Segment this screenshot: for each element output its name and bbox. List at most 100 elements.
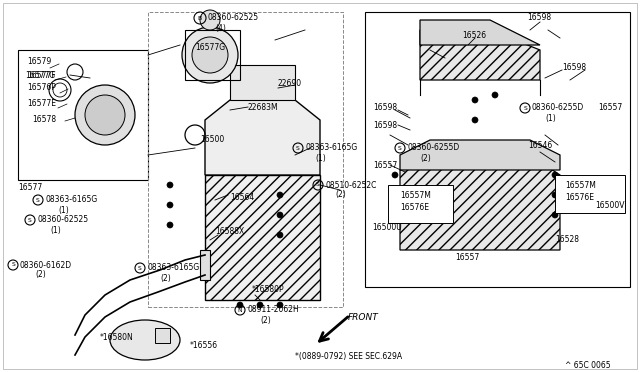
Bar <box>365 12 630 287</box>
Text: ^ 65C 0065: ^ 65C 0065 <box>565 360 611 369</box>
Circle shape <box>75 85 135 145</box>
Text: 16557: 16557 <box>373 160 397 170</box>
Text: 16598: 16598 <box>373 103 397 112</box>
Text: 16577E: 16577E <box>27 99 56 108</box>
Text: *16580N: *16580N <box>100 334 134 343</box>
Bar <box>555 175 625 213</box>
Text: 16576P: 16576P <box>27 83 56 93</box>
Polygon shape <box>205 175 320 300</box>
Text: 08911-2062H: 08911-2062H <box>247 305 299 314</box>
Text: 16500V: 16500V <box>595 201 625 209</box>
Circle shape <box>167 222 173 228</box>
Circle shape <box>167 182 173 188</box>
Text: S: S <box>316 183 320 187</box>
Text: (2): (2) <box>420 154 431 163</box>
Text: 08360-62525: 08360-62525 <box>37 215 88 224</box>
Text: 16526: 16526 <box>462 31 486 39</box>
Text: B: B <box>198 16 202 20</box>
Text: 22683M: 22683M <box>248 103 278 112</box>
Text: 16546: 16546 <box>528 141 552 150</box>
Text: 16577: 16577 <box>18 183 42 192</box>
Text: 16564: 16564 <box>230 193 254 202</box>
Text: 16557: 16557 <box>455 253 479 263</box>
Text: 16577G: 16577G <box>195 44 225 52</box>
Text: 16576E: 16576E <box>400 203 429 212</box>
Circle shape <box>552 172 558 178</box>
Text: (1): (1) <box>58 205 68 215</box>
Text: 16579: 16579 <box>27 58 51 67</box>
Polygon shape <box>400 140 560 170</box>
Text: (2): (2) <box>35 270 45 279</box>
Text: (1): (1) <box>545 113 556 122</box>
Circle shape <box>277 192 283 198</box>
Text: 16557: 16557 <box>598 103 622 112</box>
Text: FRONT: FRONT <box>348 314 379 323</box>
Circle shape <box>277 212 283 218</box>
Polygon shape <box>420 30 540 80</box>
Text: S: S <box>36 198 40 202</box>
Text: (4): (4) <box>215 23 226 32</box>
Circle shape <box>167 202 173 208</box>
Text: 16528: 16528 <box>555 235 579 244</box>
Bar <box>148 12 343 307</box>
Circle shape <box>472 97 478 103</box>
Text: 16500: 16500 <box>200 135 224 144</box>
Circle shape <box>392 172 398 178</box>
Circle shape <box>277 302 283 308</box>
Circle shape <box>392 212 398 218</box>
Text: 16576E: 16576E <box>565 193 594 202</box>
Text: 16577F: 16577F <box>27 71 56 80</box>
Text: 16557M: 16557M <box>400 190 431 199</box>
Circle shape <box>192 37 228 73</box>
Text: 08363-6165G: 08363-6165G <box>45 196 97 205</box>
Bar <box>388 185 453 223</box>
Text: (1): (1) <box>50 225 61 234</box>
Text: 08360-6255D: 08360-6255D <box>532 103 584 112</box>
Text: 08510-6252C: 08510-6252C <box>325 180 376 189</box>
Text: (1): (1) <box>315 154 326 163</box>
Text: *16556: *16556 <box>190 340 218 350</box>
Circle shape <box>85 95 125 135</box>
Circle shape <box>472 117 478 123</box>
Circle shape <box>182 27 238 83</box>
Text: 16577G: 16577G <box>25 71 55 80</box>
Text: 16557M: 16557M <box>565 180 596 189</box>
Polygon shape <box>420 20 540 45</box>
Text: *16580P: *16580P <box>252 285 285 295</box>
Text: 16588X: 16588X <box>215 228 244 237</box>
Text: 16500U: 16500U <box>372 224 402 232</box>
Text: 22690: 22690 <box>278 78 302 87</box>
Polygon shape <box>400 155 560 250</box>
Text: S: S <box>28 218 32 222</box>
Text: 16598: 16598 <box>527 13 551 22</box>
Text: N: N <box>237 308 243 312</box>
Text: *(0889-0792) SEE SEC.629A: *(0889-0792) SEE SEC.629A <box>295 353 402 362</box>
Bar <box>155 328 170 343</box>
Circle shape <box>257 302 263 308</box>
Bar <box>18 50 148 180</box>
Text: 08360-6255D: 08360-6255D <box>407 144 460 153</box>
Circle shape <box>200 10 220 30</box>
Text: 08363-6165G: 08363-6165G <box>305 144 357 153</box>
Text: 16598: 16598 <box>373 121 397 129</box>
Circle shape <box>552 192 558 198</box>
Text: (2): (2) <box>160 273 171 282</box>
Polygon shape <box>230 65 295 100</box>
Text: S: S <box>296 145 300 151</box>
Text: (2): (2) <box>335 190 346 199</box>
Bar <box>200 250 210 280</box>
Circle shape <box>552 212 558 218</box>
Circle shape <box>237 302 243 308</box>
Text: S: S <box>138 266 142 270</box>
Text: (2): (2) <box>260 315 271 324</box>
Polygon shape <box>205 100 320 175</box>
Text: 16598: 16598 <box>562 64 586 73</box>
Circle shape <box>392 192 398 198</box>
Text: S: S <box>523 106 527 110</box>
Ellipse shape <box>110 320 180 360</box>
Bar <box>185 30 240 80</box>
Text: S: S <box>398 145 402 151</box>
Circle shape <box>492 92 498 98</box>
Text: S: S <box>11 263 15 267</box>
Circle shape <box>277 232 283 238</box>
